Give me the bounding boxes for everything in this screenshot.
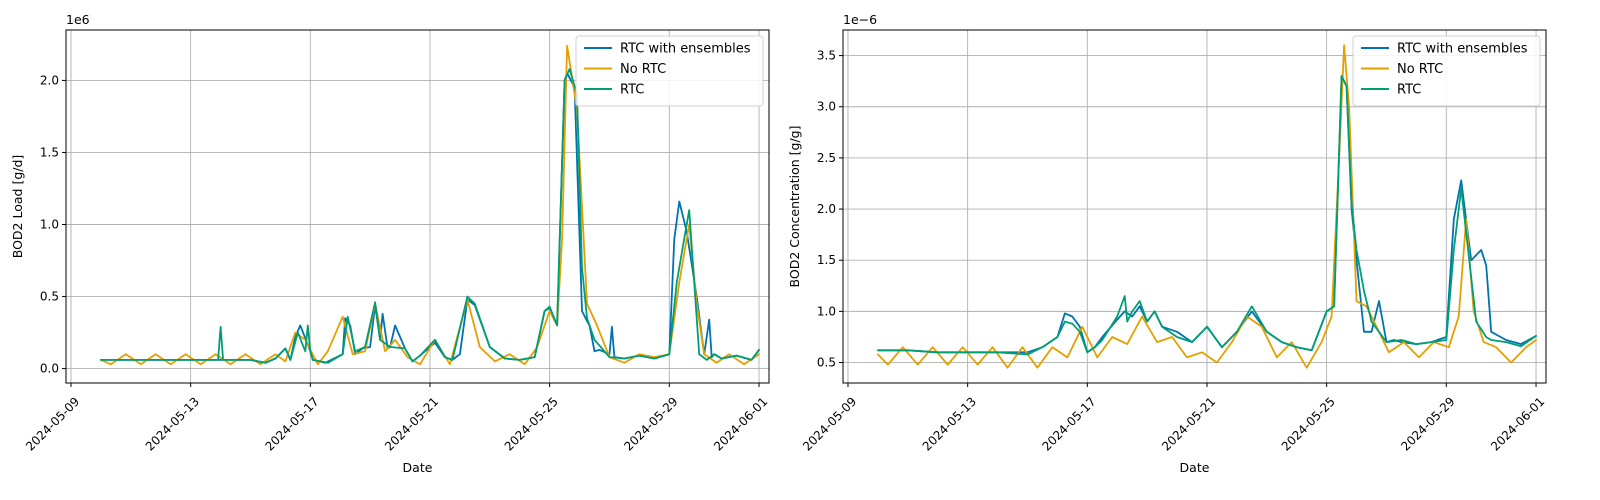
y-tick-label: 3.5 bbox=[817, 49, 836, 63]
series-line-no-rtc bbox=[877, 44, 1537, 369]
y-offset-label: 1e−6 bbox=[843, 12, 877, 27]
series-group bbox=[100, 44, 760, 366]
x-tick-label: 2024-06-01 bbox=[1488, 394, 1547, 453]
series-line-rtc bbox=[877, 75, 1537, 356]
x-tick-label: 2024-05-09 bbox=[800, 394, 859, 453]
x-tick-label: 2024-05-13 bbox=[920, 394, 979, 453]
y-tick-label: 0.0 bbox=[40, 362, 59, 376]
legend-label: RTC bbox=[620, 83, 644, 98]
x-tick-label: 2024-05-21 bbox=[1159, 394, 1218, 453]
y-tick-label: 2.0 bbox=[817, 202, 836, 216]
chart-panel-1: 2024-05-09 2024-05-13 2024-05-17 2024-05-21… bbox=[10, 12, 770, 475]
x-tick-label: 2024-05-13 bbox=[143, 394, 202, 453]
legend-box bbox=[1352, 35, 1541, 107]
x-axis-label: Date bbox=[1180, 460, 1210, 475]
y-tick-label: 1.5 bbox=[817, 253, 836, 267]
y-tick-label: 1.0 bbox=[40, 218, 59, 232]
legend: RTC with ensembles No RTC RTC bbox=[575, 35, 764, 107]
x-tick-label: 2024-06-01 bbox=[711, 394, 770, 453]
series-line-rtc-with-ensembles bbox=[100, 72, 760, 364]
chart-panel-2: 2024-05-09 2024-05-13 2024-05-17 2024-05-21… bbox=[787, 12, 1547, 475]
y-offset-label: 1e6 bbox=[66, 12, 90, 27]
x-tick-label: 2024-05-29 bbox=[1398, 394, 1457, 453]
legend-label: No RTC bbox=[620, 62, 666, 77]
x-tick-label: 2024-05-29 bbox=[621, 394, 680, 453]
y-tick-label: 1.0 bbox=[817, 304, 836, 318]
x-tick-label: 2024-05-25 bbox=[1279, 394, 1338, 453]
x-tick-label: 2024-05-21 bbox=[382, 394, 441, 453]
y-tick-label: 1.5 bbox=[40, 145, 59, 159]
legend-label: No RTC bbox=[1397, 62, 1443, 77]
x-tick-label: 2024-05-17 bbox=[262, 394, 321, 453]
series-line-rtc bbox=[100, 68, 760, 364]
y-tick-label: 3.0 bbox=[817, 100, 836, 114]
legend: RTC with ensembles No RTC RTC bbox=[1352, 35, 1541, 107]
y-tick-label: 0.5 bbox=[40, 290, 59, 304]
legend-label: RTC bbox=[1397, 83, 1421, 98]
x-tick-label: 2024-05-17 bbox=[1039, 394, 1098, 453]
y-axis-label: BOD2 Load [g/d] bbox=[10, 155, 25, 259]
y-axis-label: BOD2 Concentration [g/g] bbox=[787, 126, 802, 288]
x-tick-label: 2024-05-25 bbox=[502, 394, 561, 453]
legend-box bbox=[575, 35, 764, 107]
legend-label: RTC with ensembles bbox=[1397, 42, 1528, 57]
x-tick-label: 2024-05-09 bbox=[23, 394, 82, 453]
x-axis-label: Date bbox=[403, 460, 433, 475]
y-tick-label: 2.0 bbox=[40, 73, 59, 87]
legend-label: RTC with ensembles bbox=[620, 42, 751, 57]
series-group bbox=[877, 44, 1537, 369]
plot-frame bbox=[842, 29, 1547, 384]
plot-frame bbox=[65, 29, 770, 384]
y-tick-label: 2.5 bbox=[817, 151, 836, 165]
y-tick-label: 0.5 bbox=[817, 356, 836, 370]
